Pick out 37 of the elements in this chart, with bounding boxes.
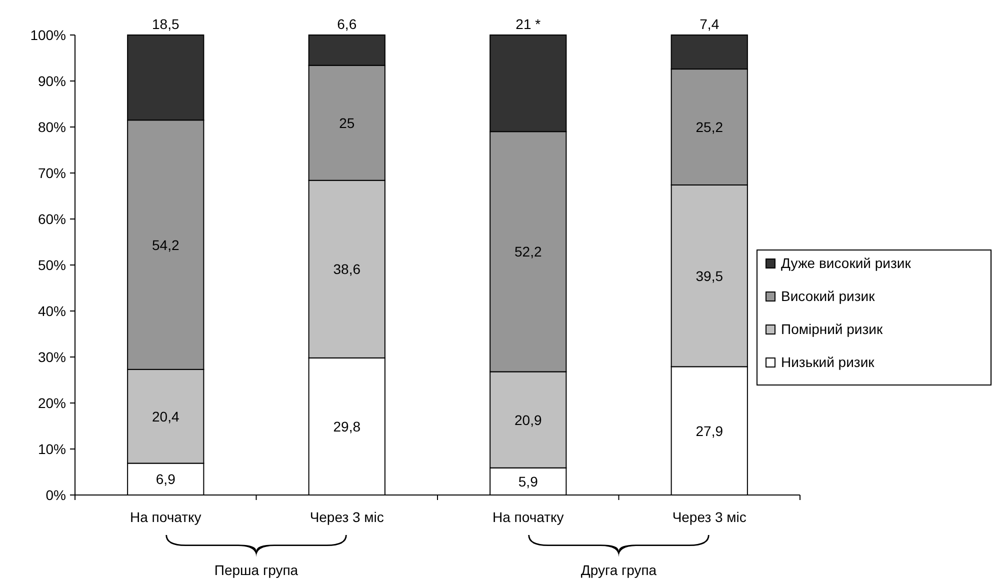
- y-tick-label: 80%: [38, 119, 66, 135]
- data-label: 25: [339, 114, 355, 131]
- data-label: 7,4: [700, 16, 720, 32]
- legend-label: Дуже високий ризик: [781, 255, 912, 271]
- y-tick-label: 10%: [38, 441, 66, 457]
- data-label: 52,2: [514, 244, 542, 260]
- data-label: 20,4: [152, 408, 180, 424]
- data-label: 6,6: [337, 16, 357, 32]
- data-label: 21 *: [516, 16, 542, 32]
- legend-label: Високий ризик: [781, 288, 876, 304]
- legend-label: Низький ризик: [781, 354, 876, 370]
- data-label: 38,6: [333, 261, 361, 278]
- y-tick-label: 20%: [38, 395, 66, 411]
- y-tick-label: 60%: [38, 211, 66, 227]
- text: Перша група: [214, 562, 298, 578]
- y-tick-label: 30%: [38, 349, 66, 365]
- data-label: 5,9: [518, 473, 538, 490]
- x-tick-label: Через 3 міс: [310, 509, 384, 525]
- data-label: 54,2: [152, 236, 180, 253]
- data-label: 39,5: [696, 268, 724, 284]
- x-tick-label: На початку: [492, 509, 564, 525]
- y-tick-label: 100%: [30, 27, 66, 43]
- y-tick-label: 0%: [46, 487, 66, 503]
- data-label: 18,5: [152, 16, 180, 32]
- data-label: 27,9: [696, 422, 724, 439]
- data-label: 6,9: [156, 471, 176, 488]
- y-tick-label: 50%: [38, 257, 66, 273]
- data-label: 25,2: [696, 119, 724, 135]
- y-tick-label: 90%: [38, 73, 66, 89]
- x-tick-label: Через 3 міс: [672, 509, 746, 525]
- data-label: 20,9: [514, 412, 542, 428]
- y-tick-label: 70%: [38, 165, 66, 181]
- y-tick-label: 40%: [38, 303, 66, 319]
- data-label: 29,8: [333, 418, 361, 434]
- x-tick-label: На початку: [130, 509, 202, 525]
- legend-label: Помірний ризик: [781, 321, 884, 337]
- text: Друга група: [580, 562, 657, 578]
